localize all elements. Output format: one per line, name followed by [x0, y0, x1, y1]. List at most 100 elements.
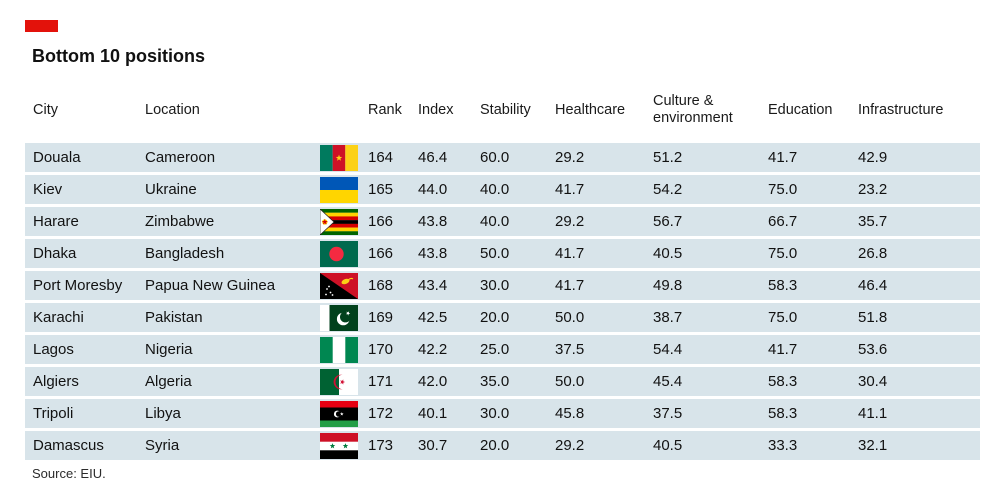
education-cell: 41.7 — [768, 149, 798, 166]
header-healthcare: Healthcare — [555, 101, 626, 118]
header-culture-environment: Culture & environment — [653, 93, 733, 126]
healthcare-cell: 29.2 — [555, 213, 585, 230]
culture-cell: 49.8 — [653, 277, 683, 294]
rank-cell: 171 — [368, 373, 394, 390]
index-cell: 43.8 — [418, 245, 448, 262]
education-cell: 58.3 — [768, 373, 798, 390]
culture-cell: 40.5 — [653, 245, 683, 262]
stability-cell: 40.0 — [480, 213, 510, 230]
healthcare-cell: 50.0 — [555, 309, 585, 326]
table-row: Harare Zimbabwe 166 43.8 40.0 29.2 56.7 … — [25, 207, 980, 236]
stability-cell: 35.0 — [480, 373, 510, 390]
location-cell: Ukraine — [145, 181, 197, 198]
pakistan-flag-icon — [320, 304, 368, 331]
location-cell: Nigeria — [145, 341, 193, 358]
cameroon-flag-icon — [320, 144, 368, 171]
city-cell: Kiev — [33, 181, 63, 198]
liveability-table: City Location Rank Index Stability Healt… — [25, 85, 980, 463]
culture-cell: 45.4 — [653, 373, 683, 390]
index-cell: 40.1 — [418, 405, 448, 422]
stability-cell: 40.0 — [480, 181, 510, 198]
header-infrastructure: Infrastructure — [858, 101, 944, 118]
city-cell: Karachi — [33, 309, 84, 326]
healthcare-cell: 41.7 — [555, 245, 585, 262]
stability-cell: 25.0 — [480, 341, 510, 358]
culture-cell: 51.2 — [653, 149, 683, 166]
bangladesh-flag-icon — [320, 240, 368, 267]
index-cell: 30.7 — [418, 437, 448, 454]
healthcare-cell: 45.8 — [555, 405, 585, 422]
education-cell: 75.0 — [768, 245, 798, 262]
rank-cell: 173 — [368, 437, 394, 454]
ukraine-flag-icon — [320, 176, 368, 203]
rank-cell: 168 — [368, 277, 394, 294]
healthcare-cell: 41.7 — [555, 181, 585, 198]
papua_new_guinea-flag-icon — [320, 272, 368, 299]
education-cell: 75.0 — [768, 309, 798, 326]
healthcare-cell: 29.2 — [555, 149, 585, 166]
education-cell: 41.7 — [768, 341, 798, 358]
infrastructure-cell: 46.4 — [858, 277, 888, 294]
table-row: Lagos Nigeria 170 42.2 25.0 37.5 54.4 41… — [25, 335, 980, 364]
location-cell: Libya — [145, 405, 181, 422]
city-cell: Port Moresby — [33, 277, 123, 294]
city-cell: Dhaka — [33, 245, 77, 262]
accent-bar — [25, 20, 58, 32]
rank-cell: 170 — [368, 341, 394, 358]
index-cell: 42.0 — [418, 373, 448, 390]
index-cell: 42.2 — [418, 341, 448, 358]
infrastructure-cell: 30.4 — [858, 373, 888, 390]
city-cell: Algiers — [33, 373, 79, 390]
infrastructure-cell: 35.7 — [858, 213, 888, 230]
infrastructure-cell: 41.1 — [858, 405, 888, 422]
education-cell: 75.0 — [768, 181, 798, 198]
culture-cell: 40.5 — [653, 437, 683, 454]
stability-cell: 30.0 — [480, 277, 510, 294]
header-stability: Stability — [480, 101, 531, 118]
index-cell: 43.4 — [418, 277, 448, 294]
culture-cell: 37.5 — [653, 405, 683, 422]
education-cell: 58.3 — [768, 277, 798, 294]
table-row: Dhaka Bangladesh 166 43.8 50.0 41.7 40.5… — [25, 239, 980, 268]
table-row: Algiers Algeria 171 42.0 35.0 50.0 45.4 … — [25, 367, 980, 396]
city-cell: Douala — [33, 149, 81, 166]
table-row: Kiev Ukraine 165 44.0 40.0 41.7 54.2 75.… — [25, 175, 980, 204]
table-rows: Douala Cameroon 164 46.4 60.0 29.2 51.2 … — [25, 143, 980, 460]
infrastructure-cell: 26.8 — [858, 245, 888, 262]
location-cell: Pakistan — [145, 309, 203, 326]
rank-cell: 165 — [368, 181, 394, 198]
location-cell: Syria — [145, 437, 180, 454]
header-index: Index — [418, 101, 454, 118]
culture-cell: 54.2 — [653, 181, 683, 198]
table-row: Damascus Syria 173 30.7 20.0 29.2 40.5 3… — [25, 431, 980, 460]
location-cell: Cameroon — [145, 149, 216, 166]
page-title: Bottom 10 positions — [32, 46, 206, 66]
syria-flag-icon — [320, 432, 368, 459]
header-education: Education — [768, 101, 833, 118]
education-cell: 66.7 — [768, 213, 798, 230]
index-cell: 42.5 — [418, 309, 448, 326]
culture-cell: 56.7 — [653, 213, 683, 230]
rank-cell: 164 — [368, 149, 394, 166]
stability-cell: 20.0 — [480, 437, 510, 454]
table-header-row: City Location Rank Index Stability Healt… — [25, 85, 980, 135]
nigeria-flag-icon — [320, 336, 368, 363]
healthcare-cell: 41.7 — [555, 277, 585, 294]
rank-cell: 172 — [368, 405, 394, 422]
stability-cell: 50.0 — [480, 245, 510, 262]
healthcare-cell: 50.0 — [555, 373, 585, 390]
rank-cell: 166 — [368, 213, 394, 230]
infrastructure-cell: 42.9 — [858, 149, 888, 166]
index-cell: 46.4 — [418, 149, 448, 166]
stability-cell: 20.0 — [480, 309, 510, 326]
city-cell: Lagos — [33, 341, 74, 358]
source-note: Source: EIU. — [32, 466, 106, 481]
infrastructure-cell: 51.8 — [858, 309, 888, 326]
healthcare-cell: 37.5 — [555, 341, 585, 358]
algeria-flag-icon — [320, 368, 368, 395]
location-cell: Zimbabwe — [145, 213, 215, 230]
location-cell: Papua New Guinea — [145, 277, 276, 294]
table-row: Tripoli Libya 172 40.1 30.0 45.8 37.5 58… — [25, 399, 980, 428]
infrastructure-cell: 32.1 — [858, 437, 888, 454]
